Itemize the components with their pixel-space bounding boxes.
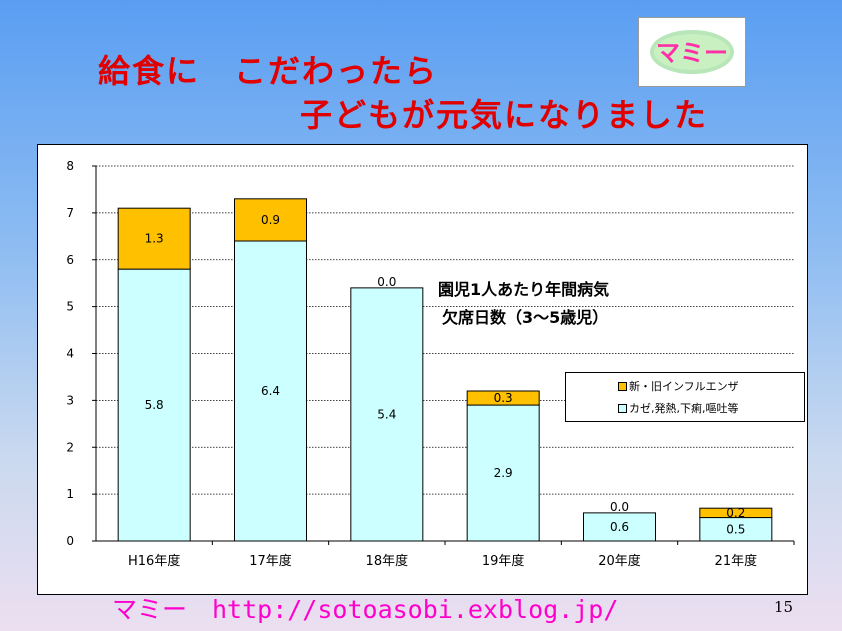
chart-annotation-line1: 園児1人あたり年間病気 [438, 280, 610, 299]
data-label: 6.4 [261, 384, 280, 398]
y-tick-label: 0 [66, 534, 74, 548]
mammy-logo-text: マミー [656, 39, 728, 67]
data-label: 0.6 [610, 520, 629, 534]
y-tick-label: 3 [66, 393, 74, 407]
y-tick-label: 5 [66, 300, 74, 314]
data-label: 0.3 [494, 391, 513, 405]
y-tick-label: 1 [66, 487, 74, 501]
mammy-logo: マミー [638, 17, 746, 87]
chart-panel: 0 1 2 3 4 5 6 7 8 5.8 1.3 H16年度 6.4 0.9 17年度 5.4 0.0 18年度… [37, 144, 808, 595]
y-tick-label: 2 [66, 440, 74, 454]
chart-annotation-line2: 欠席日数（3〜5歳児） [442, 308, 609, 327]
bar-segment-influenza [234, 198, 307, 242]
data-label: 5.4 [377, 407, 396, 421]
legend-label-cold: カゼ,発熱,下痢,嘔吐等 [629, 402, 739, 415]
x-tick-label: 17年度 [249, 553, 292, 569]
bar-segment-cold [350, 287, 424, 542]
x-tick-label: 18年度 [366, 553, 409, 569]
legend-item-cold: カゼ,発熱,下痢,嘔吐等 [618, 400, 739, 416]
bar-segment-influenza [117, 207, 191, 270]
x-tick-label: H16年度 [128, 553, 180, 569]
y-tick-label: 6 [66, 253, 74, 267]
footer-url: マミー http://sotoasobi.exblog.jp/ [112, 595, 619, 624]
y-tick-label: 8 [66, 159, 74, 173]
x-tick-label: 19年度 [482, 553, 525, 569]
data-label: 0.0 [610, 500, 629, 514]
bar-segment-cold [583, 512, 656, 542]
legend-swatch-cold [618, 403, 627, 413]
bar-segment-influenza [466, 390, 540, 406]
bar-segment-cold [117, 268, 191, 542]
data-label: 2.9 [494, 466, 513, 480]
data-label: 5.8 [145, 398, 164, 412]
bar-segment-cold [466, 404, 540, 542]
slide-title-line2: 子どもが元気になりました [300, 96, 709, 134]
data-label: 0.5 [726, 522, 745, 536]
legend-swatch-influenza [618, 381, 627, 391]
y-tick-label: 7 [66, 206, 74, 220]
slide-title-line1: 給食に こだわったら [98, 52, 439, 90]
legend-item-influenza: 新・旧インフルエンザ [618, 378, 739, 394]
chart-legend: 新・旧インフルエンザ カゼ,発熱,下痢,嘔吐等 [565, 372, 805, 422]
data-label: 0.2 [726, 506, 745, 520]
legend-label-influenza: 新・旧インフルエンザ [629, 380, 739, 393]
x-tick-label: 21年度 [715, 553, 758, 569]
mammy-logo-graphic: マミー [650, 30, 734, 74]
data-label: 1.3 [145, 232, 164, 246]
bar-segment-influenza [699, 507, 773, 519]
page-number: 15 [774, 598, 794, 616]
x-tick-label: 20年度 [598, 553, 641, 569]
y-tick-label: 4 [66, 347, 74, 361]
stacked-bar-chart: 0 1 2 3 4 5 6 7 8 5.8 1.3 H16年度 6.4 0.9 17年度 5.4 0.0 18年度… [66, 159, 795, 569]
data-label: 0.0 [377, 275, 396, 289]
data-label: 0.9 [261, 213, 280, 227]
